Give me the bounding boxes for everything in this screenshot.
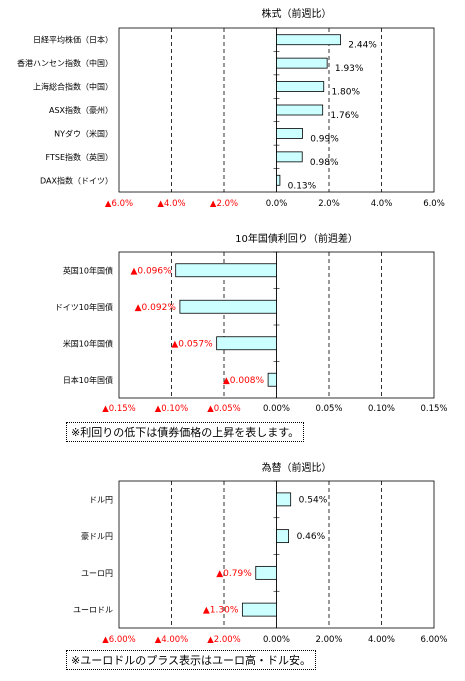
- fx-bar: [241, 602, 277, 617]
- fx-tick-label: 2.00%: [315, 635, 342, 645]
- equity-data-label: 0.13%: [288, 181, 317, 191]
- equity-data-label: 0.98%: [310, 158, 339, 168]
- fx-category-label: ユーロドル: [73, 606, 113, 615]
- yield-bar: [267, 372, 277, 387]
- equity-bar: [276, 128, 303, 139]
- yield-bar: [175, 263, 277, 278]
- yield-tick-label: 0.00%: [263, 404, 290, 414]
- fx-note: ※ユーロドルのプラス表示はユーロ高・ドル安。: [66, 650, 316, 670]
- yield-data-label: ▲0.092%: [135, 303, 177, 313]
- fx-category-label: 豪ドル円: [81, 531, 113, 541]
- equity-category-label: 日経平均株価（日本）: [33, 35, 113, 45]
- equity-tick-label: 4.0%: [371, 199, 393, 209]
- equity-category-label: DAX指数（ドイツ）: [40, 175, 113, 185]
- equity-bar: [276, 104, 324, 116]
- equity-data-label: 1.93%: [335, 64, 364, 74]
- yield-data-label: ▲0.057%: [171, 339, 213, 349]
- equity-category-label: 上海総合指数（中国）: [33, 82, 113, 92]
- yield-bar: [179, 299, 277, 314]
- equity-bar: [276, 57, 328, 69]
- yield-data-label: ▲0.008%: [223, 376, 265, 386]
- equity-tick-label: 2.0%: [318, 199, 340, 209]
- fx-data-label: 0.46%: [297, 532, 326, 542]
- equity-tick-label: 0.0%: [266, 199, 288, 209]
- equity-chart-title: 株式（前週比）: [262, 7, 332, 20]
- fx-tick-label: 4.00%: [368, 635, 395, 645]
- fx-bar: [276, 529, 289, 544]
- yield-tick-label: 0.05%: [315, 404, 342, 414]
- yield-category-label: 日本10年国債: [63, 375, 113, 385]
- yield-category-label: 英国10年国債: [63, 265, 113, 275]
- equity-bar: [276, 151, 303, 163]
- equity-bar: [276, 81, 325, 92]
- equity-tick-label: ▲2.0%: [210, 199, 238, 209]
- yield-tick-label: ▲0.10%: [155, 404, 189, 414]
- fx-data-label: ▲0.79%: [216, 569, 252, 579]
- equity-category-label: 香港ハンセン指数（中国）: [17, 58, 113, 68]
- yield-tick-label: 0.15%: [420, 404, 447, 414]
- equity-category-label: ASX指数（豪州）: [49, 105, 113, 115]
- fx-tick-label: 6.00%: [420, 635, 447, 645]
- equity-data-label: 1.76%: [330, 111, 359, 121]
- equity-data-label: 0.99%: [310, 134, 339, 144]
- equity-bar: [276, 174, 281, 186]
- fx-bar: [255, 565, 277, 580]
- equity-bar: [276, 34, 341, 46]
- yield-bar: [216, 336, 277, 351]
- yield-chart-title: 10年国債利回り（前週差）: [235, 232, 358, 245]
- fx-category-label: ユーロ円: [81, 569, 113, 578]
- equity-tick-label: ▲6.0%: [105, 199, 133, 209]
- yield-category-label: ドイツ10年国債: [55, 302, 113, 312]
- equity-tick-label: ▲4.0%: [157, 199, 185, 209]
- equity-data-label: 1.80%: [331, 88, 360, 98]
- fx-data-label: 0.54%: [299, 495, 328, 505]
- fx-chart-title: 為替（前週比）: [262, 461, 332, 474]
- yield-tick-label: 0.10%: [368, 404, 395, 414]
- equity-category-label: FTSE指数（英国）: [46, 152, 113, 162]
- fx-tick-label: ▲4.00%: [155, 635, 189, 645]
- yield-category-label: 米国10年国債: [63, 338, 113, 348]
- equity-tick-label: 6.0%: [423, 199, 445, 209]
- yield-tick-label: ▲0.15%: [102, 404, 136, 414]
- fx-bar: [276, 492, 292, 507]
- fx-tick-label: ▲6.00%: [102, 635, 136, 645]
- yield-tick-label: ▲0.05%: [207, 404, 241, 414]
- fx-tick-label: ▲2.00%: [207, 635, 241, 645]
- yield-data-label: ▲0.096%: [130, 266, 172, 276]
- yield-note: ※利回りの低下は債券価格の上昇を表します。: [66, 422, 305, 442]
- equity-category-label: NYダウ（米国）: [54, 128, 113, 138]
- equity-data-label: 2.44%: [348, 41, 377, 51]
- fx-category-label: ドル円: [89, 495, 113, 504]
- fx-data-label: ▲1.30%: [203, 606, 239, 616]
- fx-tick-label: 0.00%: [263, 635, 290, 645]
